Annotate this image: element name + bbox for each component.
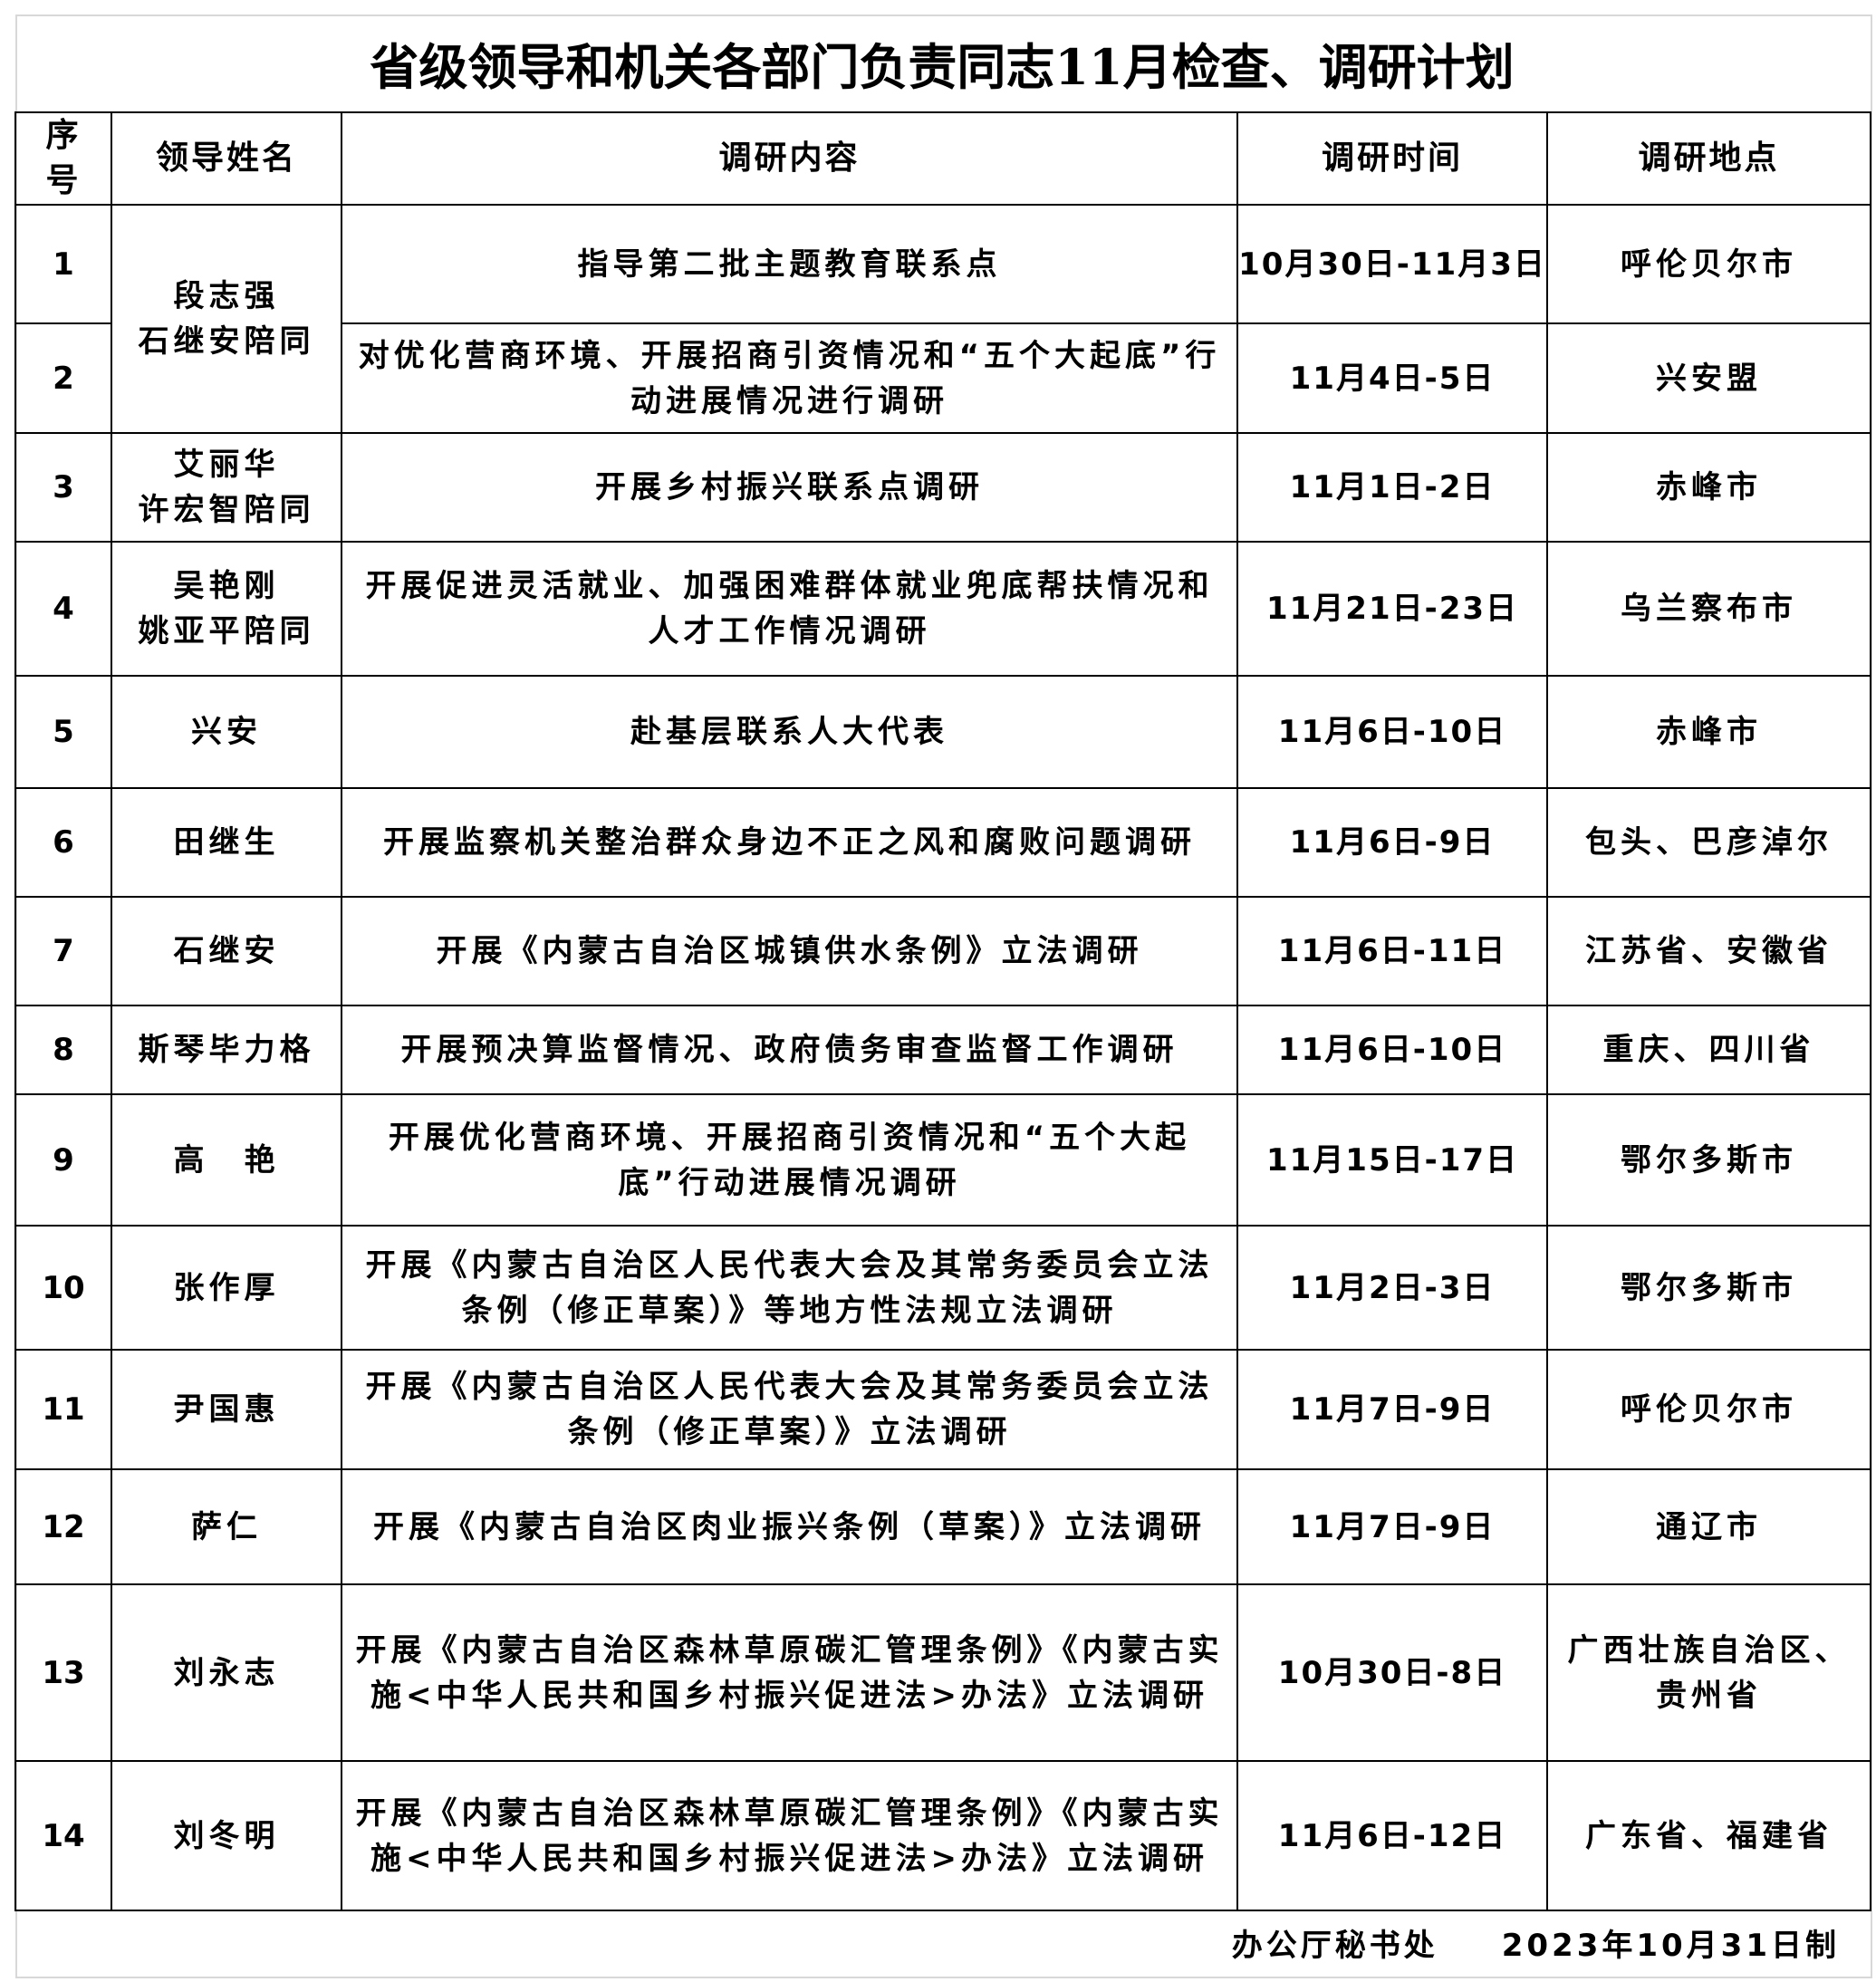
research-time: 11月6日-9日 (1236, 787, 1548, 898)
table-row: 10 张作厚 开展《内蒙古自治区人民代表大会及其常务委员会立法条例（修正草案）》等地… (14, 1225, 1871, 1351)
table-row: 13 刘永志 开展《内蒙古自治区森林草原碳汇管理条例》《内蒙古实施<中华人民共和国乡… (14, 1583, 1871, 1762)
row-number: 8 (14, 1005, 112, 1095)
research-place: 广西壮族自治区、贵州省 (1546, 1583, 1871, 1762)
research-time: 11月2日-3日 (1236, 1225, 1548, 1351)
research-content: 开展《内蒙古自治区城镇供水条例》立法调研 (341, 896, 1238, 1006)
research-place: 乌兰察布市 (1546, 541, 1871, 677)
research-time: 11月7日-9日 (1236, 1349, 1548, 1470)
row-number: 13 (14, 1583, 112, 1762)
row-number: 4 (14, 541, 112, 677)
row-number: 6 (14, 787, 112, 898)
research-content: 开展《内蒙古自治区森林草原碳汇管理条例》《内蒙古实施<中华人民共和国乡村振兴促进… (341, 1760, 1238, 1911)
table-row: 5 兴安 赴基层联系人大代表 11月6日-10日 赤峰市 (14, 675, 1871, 789)
header-place: 调研地点 (1546, 111, 1871, 206)
leader-name: 高 艳 (111, 1093, 342, 1227)
header-name: 领导姓名 (111, 111, 342, 206)
row-number: 11 (14, 1349, 112, 1470)
research-time: 11月15日-17日 (1236, 1093, 1548, 1227)
leader-name: 艾丽华 许宏智陪同 (111, 432, 342, 543)
table-row: 4 吴艳刚 姚亚平陪同 开展促进灵活就业、加强困难群体就业兜底帮扶情况和人才工作情况… (14, 541, 1871, 677)
research-place: 鄂尔多斯市 (1546, 1225, 1871, 1351)
research-time: 11月7日-9日 (1236, 1468, 1548, 1585)
table-row: 14 刘冬明 开展《内蒙古自治区森林草原碳汇管理条例》《内蒙古实施<中华人民共和国乡… (14, 1760, 1871, 1911)
leader-name: 刘永志 (111, 1583, 342, 1762)
leader-name: 吴艳刚 姚亚平陪同 (111, 541, 342, 677)
schedule-table: 序号 领导姓名 调研内容 调研时间 调研地点 1 段志强 石继安陪同 指导第二批主题… (14, 111, 1871, 1911)
research-content: 开展监察机关整治群众身边不正之风和腐败问题调研 (341, 787, 1238, 898)
research-time: 10月30日-11月3日 (1236, 204, 1548, 324)
research-place: 赤峰市 (1546, 675, 1871, 789)
row-number: 5 (14, 675, 112, 789)
research-time: 11月4日-5日 (1236, 322, 1548, 434)
research-place: 鄂尔多斯市 (1546, 1093, 1871, 1227)
header-row: 序号 领导姓名 调研内容 调研时间 调研地点 (14, 111, 1871, 206)
research-time: 11月6日-11日 (1236, 896, 1548, 1006)
leader-name: 尹国惠 (111, 1349, 342, 1470)
research-place: 江苏省、安徽省 (1546, 896, 1871, 1006)
research-content: 指导第二批主题教育联系点 (341, 204, 1238, 324)
research-place: 赤峰市 (1546, 432, 1871, 543)
research-content: 开展《内蒙古自治区森林草原碳汇管理条例》《内蒙古实施<中华人民共和国乡村振兴促进… (341, 1583, 1238, 1762)
table-row: 11 尹国惠 开展《内蒙古自治区人民代表大会及其常务委员会立法条例（修正草案）》立法… (14, 1349, 1871, 1470)
research-place: 呼伦贝尔市 (1546, 204, 1871, 324)
table-row: 12 萨仁 开展《内蒙古自治区肉业振兴条例（草案）》立法调研 11月7日-9日 通辽市 (14, 1468, 1871, 1585)
table-row: 3 艾丽华 许宏智陪同 开展乡村振兴联系点调研 11月1日-2日 赤峰市 (14, 432, 1871, 543)
header-no: 序号 (14, 111, 112, 206)
leader-name: 刘冬明 (111, 1760, 342, 1911)
research-place: 兴安盟 (1546, 322, 1871, 434)
document-title: 省级领导和机关各部门负责同志11月检查、调研计划 (370, 38, 1515, 96)
leader-name: 张作厚 (111, 1225, 342, 1351)
research-content: 对优化营商环境、开展招商引资情况和“五个大起底”行动进展情况进行调研 (341, 322, 1238, 434)
leader-name: 田继生 (111, 787, 342, 898)
footer: 办公厅秘书处 2023年10月31日制 (1169, 1920, 1840, 1965)
research-content: 开展乡村振兴联系点调研 (341, 432, 1238, 543)
research-place: 呼伦贝尔市 (1546, 1349, 1871, 1470)
row-number: 2 (14, 322, 112, 434)
row-number: 14 (14, 1760, 112, 1911)
research-place: 包头、巴彦淖尔 (1546, 787, 1871, 898)
research-time: 11月6日-10日 (1236, 1005, 1548, 1095)
row-number: 1 (14, 204, 112, 324)
research-content: 开展《内蒙古自治区人民代表大会及其常务委员会立法条例（修正草案）》等地方性法规立… (341, 1225, 1238, 1351)
research-time: 11月6日-10日 (1236, 675, 1548, 789)
research-content: 开展《内蒙古自治区人民代表大会及其常务委员会立法条例（修正草案）》立法调研 (341, 1349, 1238, 1470)
research-time: 10月30日-8日 (1236, 1583, 1548, 1762)
research-content: 开展预决算监督情况、政府债务审查监督工作调研 (341, 1005, 1238, 1095)
research-content: 开展促进灵活就业、加强困难群体就业兜底帮扶情况和人才工作情况调研 (341, 541, 1238, 677)
footer-date: 2023年10月31日制 (1501, 1928, 1840, 1964)
research-time: 11月21日-23日 (1236, 541, 1548, 677)
row-number: 9 (14, 1093, 112, 1227)
row-number: 3 (14, 432, 112, 543)
row-number: 7 (14, 896, 112, 1006)
table-row: 1 段志强 石继安陪同 指导第二批主题教育联系点 10月30日-11月3日 呼伦贝尔市 (14, 204, 1871, 434)
research-place: 广东省、福建省 (1546, 1760, 1871, 1911)
footer-office: 办公厅秘书处 (1231, 1928, 1438, 1964)
row-number: 12 (14, 1468, 112, 1585)
header-time: 调研时间 (1236, 111, 1548, 206)
table-row: 8 斯琴毕力格 开展预决算监督情况、政府债务审查监督工作调研 11月6日-10日 重庆、… (14, 1005, 1871, 1095)
research-time: 11月6日-12日 (1236, 1760, 1548, 1911)
header-content: 调研内容 (341, 111, 1238, 206)
research-place: 通辽市 (1546, 1468, 1871, 1585)
research-content: 开展《内蒙古自治区肉业振兴条例（草案）》立法调研 (341, 1468, 1238, 1585)
leader-name: 萨仁 (111, 1468, 342, 1585)
leader-name: 段志强 石继安陪同 (111, 204, 342, 434)
row-number: 10 (14, 1225, 112, 1351)
research-place: 重庆、四川省 (1546, 1005, 1871, 1095)
research-time: 11月1日-2日 (1236, 432, 1548, 543)
table-row: 2 对优化营商环境、开展招商引资情况和“五个大起底”行动进展情况进行调研 11月4日… (14, 322, 1871, 434)
table-row: 6 田继生 开展监察机关整治群众身边不正之风和腐败问题调研 11月6日-9日 包头、巴彦… (14, 787, 1871, 898)
table-row: 7 石继安 开展《内蒙古自治区城镇供水条例》立法调研 11月6日-11日 江苏省、安徽省 (14, 896, 1871, 1006)
leader-name: 兴安 (111, 675, 342, 789)
research-content: 赴基层联系人大代表 (341, 675, 1238, 789)
leader-name: 斯琴毕力格 (111, 1005, 342, 1095)
research-content: 开展优化营商环境、开展招商引资情况和“五个大起底”行动进展情况调研 (341, 1093, 1238, 1227)
leader-name: 石继安 (111, 896, 342, 1006)
